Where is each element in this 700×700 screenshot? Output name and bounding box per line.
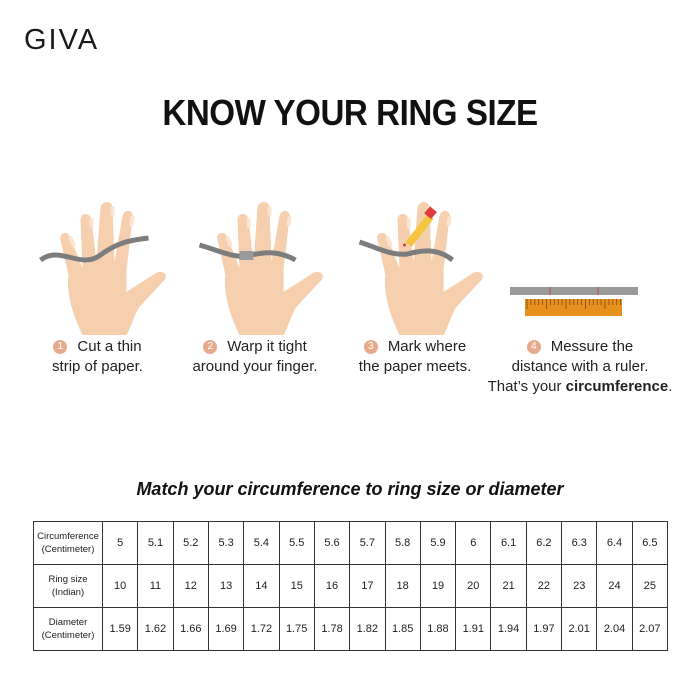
table-cell: 22 [525, 564, 563, 608]
table-cell: 19 [419, 564, 457, 608]
table-cell: 1.62 [137, 607, 174, 651]
row-header: Diameter (Centimeter) [33, 607, 103, 651]
table-cell: 17 [349, 564, 386, 608]
step-text: That’s your [487, 378, 566, 395]
row-header-label: Circumference [37, 531, 99, 542]
step-text: around your finger. [192, 358, 318, 375]
page-title: KNOW YOUR RING SIZE [162, 92, 538, 133]
step-text: distance with a ruler. [511, 358, 649, 375]
table-cell: 6.3 [561, 521, 598, 565]
step-1: 1 Cut a thin strip of paper. [30, 337, 165, 377]
table-cell: 2.01 [561, 607, 598, 651]
table-cell: 6.5 [631, 521, 669, 565]
table-cell: 5.9 [419, 521, 457, 565]
table-cell: 5.2 [172, 521, 209, 565]
table-cell: 10 [101, 564, 139, 608]
step-number-badge: 4 [526, 340, 541, 354]
table-cell: 11 [137, 564, 174, 608]
table-cell: 1.69 [207, 607, 245, 651]
step-text: Cut a thin [77, 338, 142, 355]
table-cell: 25 [631, 564, 669, 608]
step-text: Warp it tight [227, 338, 307, 355]
table-cell: 6.2 [525, 521, 563, 565]
table-row: Circumference (Centimeter) 5 5.1 5.2 5.3 5.4 5.… [33, 521, 669, 565]
table-cell: 5.3 [207, 521, 245, 565]
step-2: 2 Warp it tight around your finger. [180, 337, 330, 377]
table-cell: 16 [313, 564, 351, 608]
step-4: 4 Messure the distance with a ruler. That… [480, 337, 680, 397]
table-cell: 23 [561, 564, 598, 608]
table-cell: 21 [490, 564, 527, 608]
step-text: strip of paper. [52, 358, 143, 375]
table-cell: 1.72 [243, 607, 280, 651]
table-cell: 14 [243, 564, 280, 608]
table-cell: 1.85 [384, 607, 421, 651]
table-cell: 1.75 [278, 607, 315, 651]
table-cell: 1.88 [419, 607, 457, 651]
step-number-badge: 3 [363, 340, 378, 354]
table-cell: 15 [278, 564, 315, 608]
step-number-badge: 1 [53, 340, 68, 354]
circumference-emphasis: circumference [565, 378, 669, 395]
table-cell: 1.66 [172, 607, 209, 651]
table-cell: 1.91 [455, 607, 492, 651]
table-cell: 2.07 [631, 607, 669, 651]
table-cell: 5.6 [313, 521, 351, 565]
table-subtitle: Match your circumference to ring size or… [136, 479, 564, 499]
table-cell: 12 [172, 564, 209, 608]
row-header-label: Diameter [48, 617, 88, 628]
step-3: 3 Mark where the paper meets. [340, 337, 490, 377]
table-cell: 6.4 [596, 521, 633, 565]
table-cell: 5.1 [137, 521, 174, 565]
table-cell: 5.4 [243, 521, 280, 565]
row-header-unit: (Centimeter) [41, 544, 95, 555]
hand-wrapped-finger-illustration [198, 200, 325, 337]
brand-logo: GIVA [24, 24, 100, 56]
row-header-unit: (Centimeter) [41, 630, 95, 641]
table-cell: 13 [207, 564, 245, 608]
table-cell: 5.7 [349, 521, 386, 565]
table-cell: 1.97 [525, 607, 563, 651]
row-header-label: Ring size [48, 574, 88, 585]
table-cell: 1.59 [101, 607, 139, 651]
table-cell: 1.82 [349, 607, 386, 651]
table-cell: 20 [455, 564, 492, 608]
step-text: the paper meets. [358, 358, 472, 375]
table-cell: 6.1 [490, 521, 527, 565]
table-cell: 2.04 [596, 607, 633, 651]
table-row: Diameter (Centimeter) 1.59 1.62 1.66 1.69 1.72… [33, 607, 669, 651]
table-cell: 24 [596, 564, 633, 608]
row-header: Ring size (Indian) [33, 564, 103, 608]
table-cell: 6 [455, 521, 492, 565]
ring-size-table: Circumference (Centimeter) 5 5.1 5.2 5.3 5.4 5.… [33, 521, 669, 651]
ruler-measurement-illustration [510, 287, 638, 316]
table-cell: 1.78 [313, 607, 351, 651]
step-text: . [668, 378, 673, 395]
table-cell: 5.5 [278, 521, 315, 565]
hand-paper-strip-illustration [39, 200, 168, 337]
step-number-badge: 2 [203, 340, 218, 354]
pencil-icon [403, 206, 437, 247]
table-cell: 18 [384, 564, 421, 608]
table-cell: 5 [101, 521, 139, 565]
row-header-unit: (Indian) [51, 587, 85, 598]
table-row: Ring size (Indian) 10 11 12 13 14 15 16 17 18 19 20 2… [33, 564, 669, 608]
table-cell: 1.94 [490, 607, 527, 651]
step-text: Mark where [387, 338, 467, 355]
row-header: Circumference (Centimeter) [33, 521, 103, 565]
table-cell: 5.8 [384, 521, 421, 565]
step-text: Messure the [550, 338, 634, 355]
hand-mark-pencil-illustration [358, 200, 485, 337]
